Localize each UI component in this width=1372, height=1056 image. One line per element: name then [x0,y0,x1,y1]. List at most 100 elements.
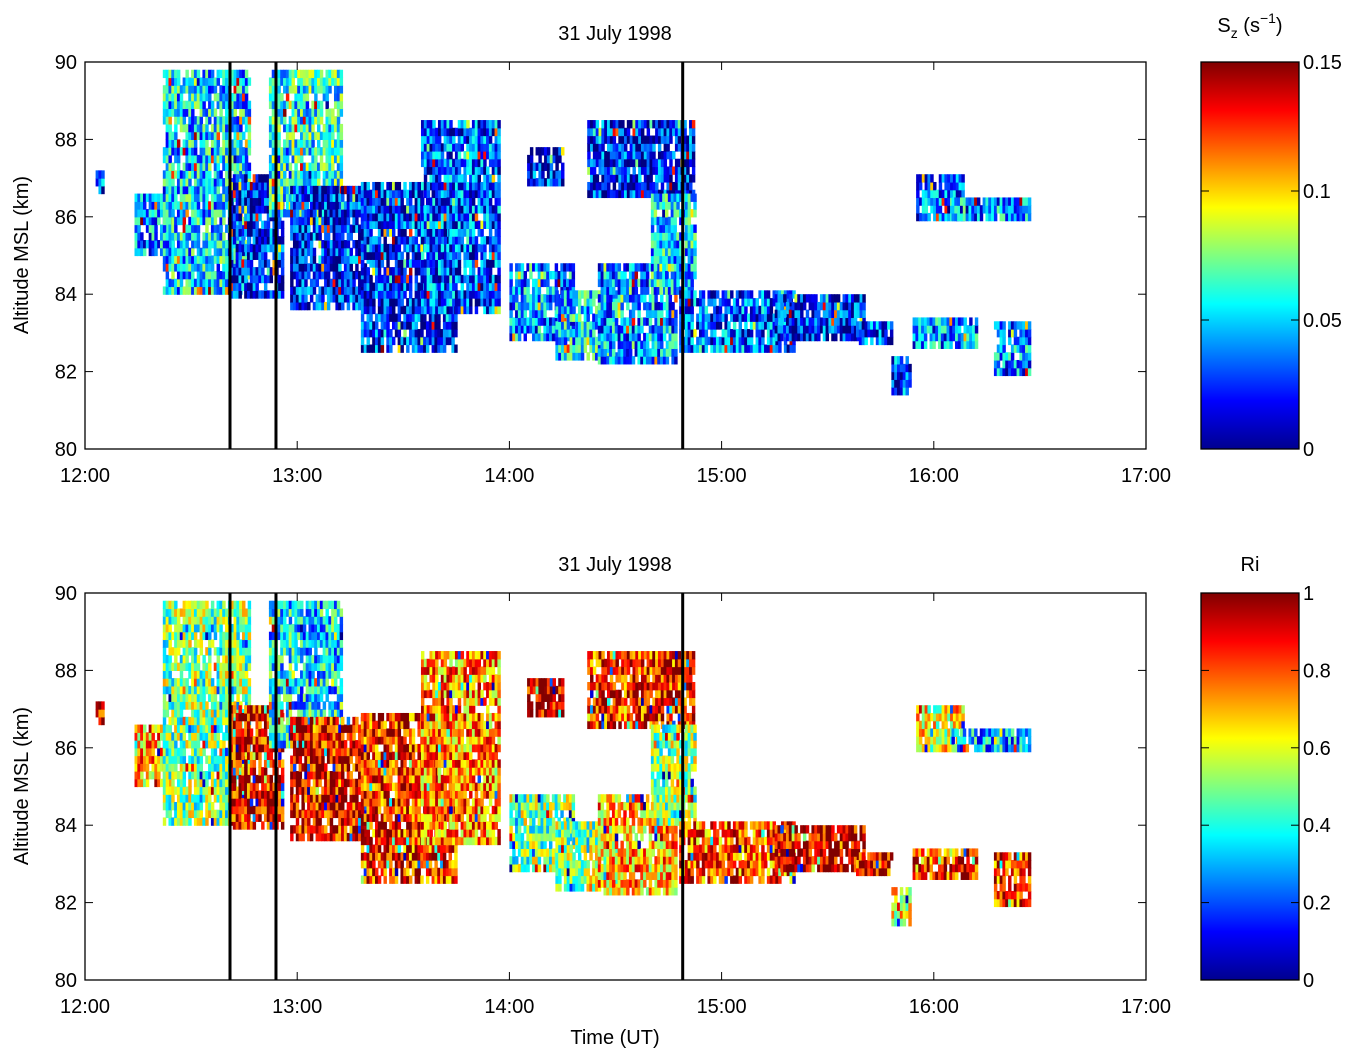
heatmap-cell [247,139,252,148]
heatmap-cell [394,197,399,206]
heatmap-cell [235,189,240,199]
heatmap-cell [587,158,591,168]
heatmap-cell [440,298,445,307]
heatmap-cell [298,232,303,241]
heatmap-cell [168,263,172,272]
heatmap-cell [309,247,314,257]
heatmap-cell [460,174,465,183]
heatmap-cell [429,127,433,137]
heatmap-cell [497,212,501,222]
heatmap-cell [193,193,198,202]
heatmap-cell [386,189,390,199]
heatmap-cell [544,147,548,156]
heatmap-cell [322,92,327,102]
heatmap-cell [554,263,559,272]
heatmap-cell [300,170,304,179]
heatmap-cell [423,298,428,307]
heatmap-cell [451,321,455,330]
heatmap-cell [174,263,178,272]
heatmap-cell [435,298,439,307]
heatmap-cell [566,321,571,330]
heatmap-cell [193,85,198,94]
heatmap-cell [328,139,332,148]
heatmap-cell [673,232,677,241]
heatmap-cell [154,201,158,210]
heatmap-cell [425,321,430,330]
heatmap-cell [261,259,265,268]
heatmap-cell [210,201,215,210]
heatmap-cell [341,193,345,202]
heatmap-cell [607,143,611,152]
heatmap-cell [328,123,332,133]
heatmap-cell [406,344,410,353]
heatmap-cell [403,259,407,268]
heatmap-cell [629,189,634,199]
heatmap-cell [219,216,223,226]
heatmap-cell [432,212,436,222]
heatmap-cell [494,212,498,222]
heatmap-cell [417,344,421,353]
heatmap-cell [727,344,731,353]
heatmap-cell [339,69,344,79]
heatmap-cell [232,212,237,222]
heatmap-cell [454,181,459,191]
heatmap-cell [607,174,611,183]
heatmap-cell [335,263,339,272]
heatmap-cell [315,263,320,272]
heatmap-cell [744,344,748,353]
heatmap-cell [171,255,175,264]
heatmap-cell [446,290,450,299]
heatmap-cell [491,243,496,253]
heatmap-cell [134,209,138,218]
heatmap-cell [463,243,467,253]
heatmap-cell [861,336,866,346]
heatmap-cell [667,286,672,295]
heatmap-cell [268,170,273,179]
heatmap-cell [808,332,813,342]
heatmap-cell [670,247,675,257]
heatmap-cell [839,325,844,334]
heatmap-cell [635,143,639,152]
heatmap-cell [497,243,501,253]
heatmap-cell [631,294,636,303]
heatmap-cell [277,178,281,187]
heatmap-cell [302,147,307,156]
heatmap-cell [255,243,259,253]
heatmap-cell [389,313,393,322]
heatmap-cell [558,352,562,361]
heatmap-cell [205,286,209,295]
heatmap-cell [785,317,790,326]
heatmap-cell [191,139,195,148]
heatmap-cell [165,278,170,288]
heatmap-cell [480,251,484,260]
heatmap-cell [420,158,425,168]
heatmap-cell [626,294,630,303]
heatmap-cell [660,174,665,183]
heatmap-cell [366,251,370,260]
heatmap-cell [349,193,353,202]
heatmap-cell [597,317,602,326]
heatmap-cell [677,174,682,183]
heatmap-cell [411,243,416,253]
heatmap-cell [355,301,359,311]
heatmap-cell [509,325,513,334]
heatmap-cell [258,181,262,191]
heatmap-cell [297,178,301,187]
heatmap-cell [432,166,436,175]
heatmap-cell [213,108,218,117]
heatmap-cell [300,178,304,187]
heatmap-cell [463,135,467,144]
heatmap-cell [358,270,362,280]
heatmap-cell [199,255,204,264]
heatmap-cell [216,162,220,171]
heatmap-cell [383,282,387,291]
heatmap-cell [580,352,585,361]
heatmap-cell [277,69,281,79]
heatmap-cell [449,267,453,276]
heatmap-cell [222,77,226,86]
heatmap-cell [435,189,439,199]
heatmap-cell [263,174,268,183]
heatmap-cell [168,77,172,86]
heatmap-cell [687,224,692,233]
heatmap-cell [454,205,459,214]
